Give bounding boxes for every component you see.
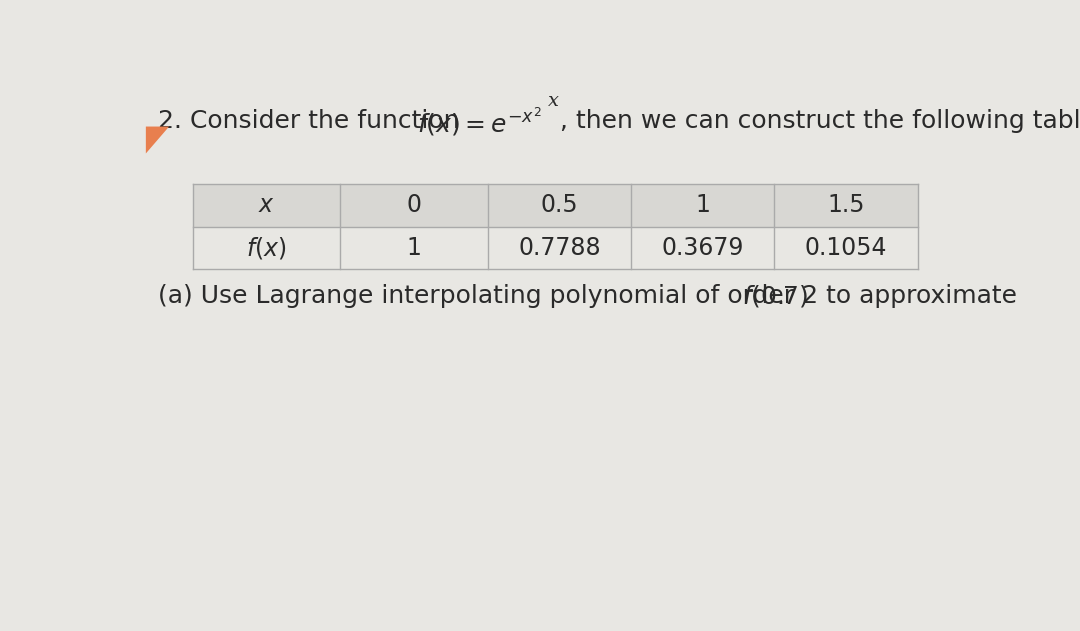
- Text: 0.1054: 0.1054: [805, 236, 888, 260]
- Text: $f(x)$: $f(x)$: [246, 235, 287, 261]
- Text: 1: 1: [406, 236, 421, 260]
- Text: (a) Use Lagrange interpolating polynomial of order 2 to approximate: (a) Use Lagrange interpolating polynomia…: [159, 284, 1025, 308]
- Text: $f(0.7)$: $f(0.7)$: [742, 283, 808, 309]
- Polygon shape: [146, 127, 170, 153]
- Text: 0: 0: [406, 194, 421, 218]
- Text: 1: 1: [696, 194, 711, 218]
- Text: 2. Consider the function: 2. Consider the function: [159, 109, 468, 133]
- Text: $f(x) = e^{-x^2}$: $f(x) = e^{-x^2}$: [417, 105, 542, 138]
- Text: , then we can construct the following table: , then we can construct the following ta…: [559, 109, 1080, 133]
- Text: $x$: $x$: [258, 194, 275, 217]
- Text: 0.7788: 0.7788: [518, 236, 600, 260]
- Bar: [193, 184, 918, 227]
- Text: 0.3679: 0.3679: [661, 236, 744, 260]
- Text: 0.5: 0.5: [540, 194, 578, 218]
- Bar: [193, 227, 918, 269]
- Text: 1.5: 1.5: [827, 194, 865, 218]
- Text: x: x: [548, 92, 559, 110]
